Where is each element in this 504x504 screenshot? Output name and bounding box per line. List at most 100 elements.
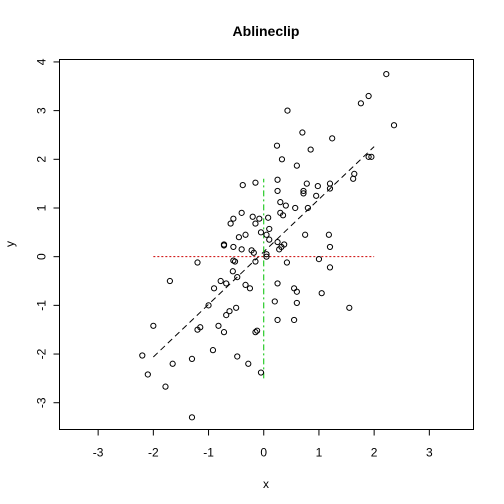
plot-frame — [59, 59, 474, 430]
data-point — [365, 153, 372, 160]
data-point — [242, 281, 249, 289]
data-point — [292, 204, 299, 212]
data-point — [246, 285, 254, 292]
chart-title: Ablineclip — [233, 23, 300, 39]
data-point — [365, 92, 372, 100]
data-point — [256, 215, 263, 222]
data-point — [351, 170, 358, 178]
data-point — [230, 243, 237, 251]
data-point — [300, 190, 307, 197]
data-point — [139, 352, 146, 359]
data-point — [223, 280, 230, 287]
data-point — [188, 414, 196, 421]
data-point — [278, 156, 286, 163]
data-point — [238, 246, 245, 253]
data-point — [318, 290, 325, 297]
data-point — [234, 274, 241, 281]
data-point — [303, 180, 310, 187]
data-point — [254, 327, 261, 334]
data-point — [239, 182, 246, 189]
data-point — [209, 347, 217, 354]
data-point — [166, 277, 173, 285]
data-point — [313, 192, 320, 199]
data-point — [249, 213, 256, 220]
data-point — [277, 209, 284, 216]
data-point — [188, 355, 196, 363]
data-point — [238, 209, 245, 216]
data-point — [265, 214, 272, 221]
y-tick-label: -3 — [35, 397, 49, 408]
data-point — [314, 182, 321, 190]
data-point — [282, 202, 289, 209]
data-point — [252, 179, 259, 186]
data-point — [326, 185, 334, 192]
data-point — [293, 288, 300, 295]
data-point — [300, 187, 307, 195]
data-points — [139, 71, 398, 421]
x-axis: -3 -2 -1 0 1 2 3 — [93, 429, 433, 460]
data-point — [210, 285, 218, 292]
data-point — [266, 225, 273, 233]
data-point — [383, 71, 390, 78]
data-point — [162, 383, 169, 390]
x-axis-label: x — [263, 477, 269, 491]
data-point — [390, 122, 398, 129]
y-tick-label: 0 — [35, 253, 49, 260]
data-point — [215, 322, 222, 329]
data-point — [291, 285, 298, 292]
data-point — [326, 264, 334, 271]
data-point — [227, 220, 234, 227]
data-point — [231, 258, 239, 265]
data-point — [252, 258, 259, 265]
y-tick-label: 1 — [35, 204, 49, 211]
data-point — [273, 142, 281, 149]
data-point — [257, 229, 265, 236]
y-tick-label: -2 — [35, 348, 49, 359]
data-point — [277, 199, 284, 206]
data-point — [346, 304, 353, 311]
data-point — [274, 316, 281, 324]
reference-lines — [152, 146, 375, 379]
data-point — [284, 107, 291, 114]
data-point — [274, 280, 281, 287]
data-point — [291, 316, 298, 324]
data-point — [220, 242, 228, 249]
data-point — [329, 135, 336, 142]
data-point — [226, 308, 233, 315]
x-tick-label: 2 — [371, 446, 378, 460]
y-tick-label: 4 — [35, 58, 49, 65]
data-point — [283, 259, 291, 266]
data-point — [150, 322, 157, 329]
data-point — [304, 204, 311, 212]
data-point — [217, 277, 224, 285]
data-point — [230, 215, 237, 222]
x-tick-label: 0 — [260, 446, 267, 460]
data-point — [307, 146, 314, 153]
data-point — [276, 246, 283, 253]
data-point — [233, 304, 240, 311]
data-point — [194, 259, 201, 266]
data-point — [357, 100, 364, 107]
x-tick-label: -1 — [203, 446, 214, 460]
data-point — [350, 175, 357, 182]
data-point — [242, 231, 249, 238]
data-point — [271, 298, 278, 305]
data-point — [252, 220, 259, 227]
data-point — [169, 360, 176, 367]
data-point — [205, 302, 212, 309]
data-point — [252, 329, 259, 336]
data-point — [293, 162, 300, 169]
data-point — [263, 253, 270, 260]
data-point — [263, 231, 270, 238]
data-point — [250, 249, 257, 256]
data-point — [326, 243, 334, 251]
data-point — [245, 360, 252, 367]
data-point — [194, 326, 201, 333]
data-point — [235, 234, 242, 241]
data-point — [257, 369, 265, 376]
data-point — [293, 299, 300, 307]
y-tick-label: -1 — [35, 300, 49, 311]
x-tick-label: -2 — [148, 446, 159, 460]
data-point — [266, 236, 273, 243]
